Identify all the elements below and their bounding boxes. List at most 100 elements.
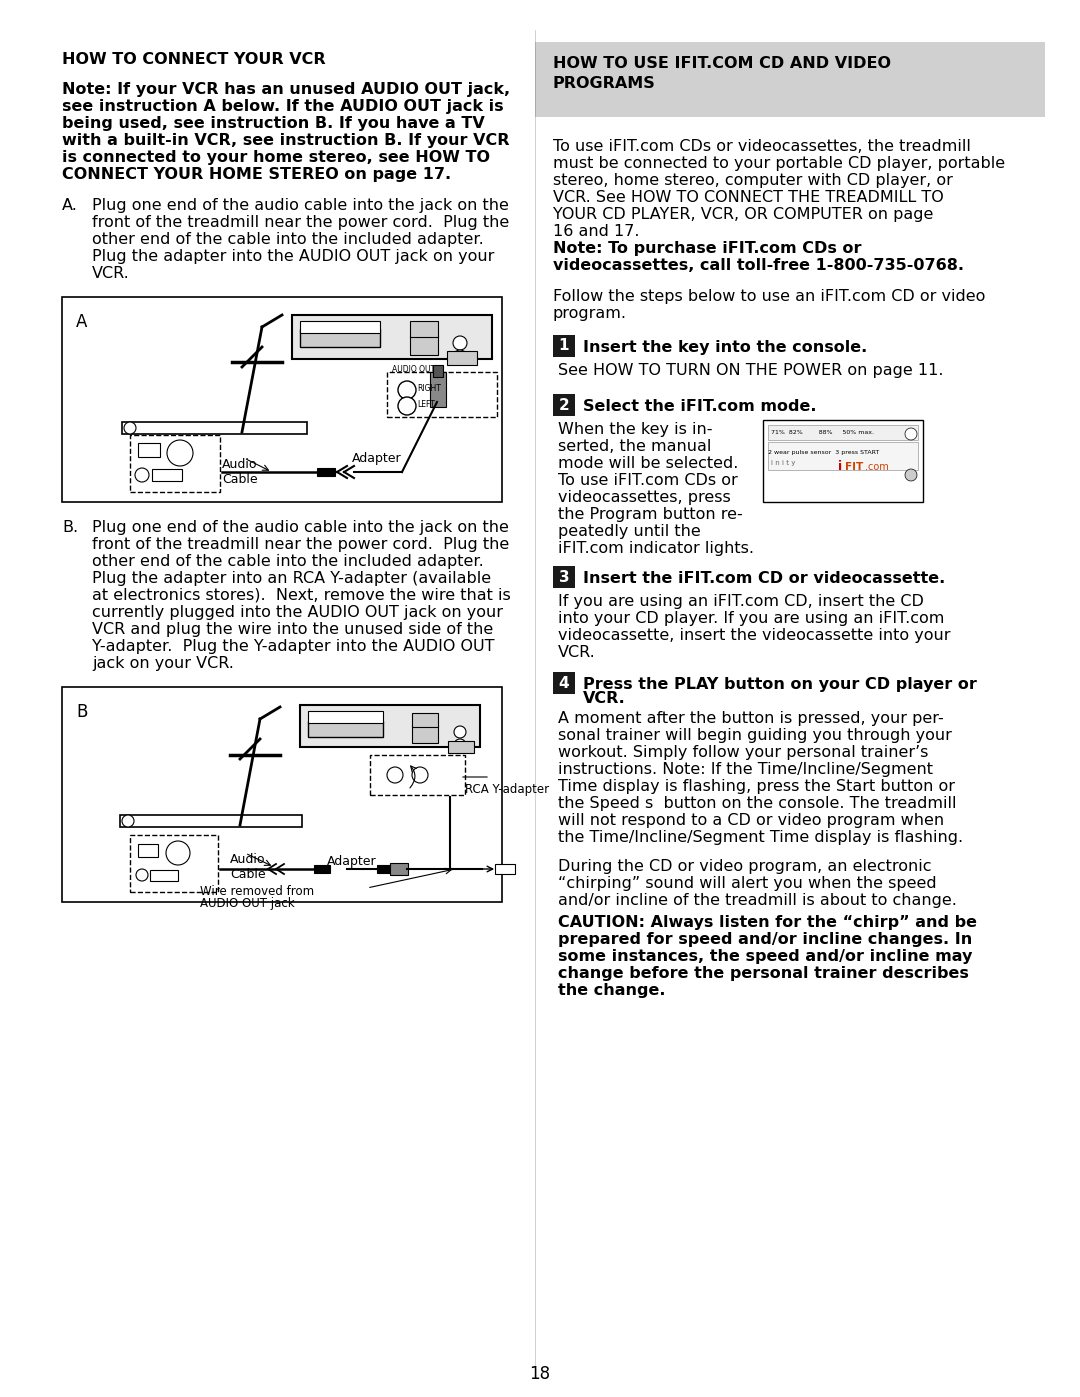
Text: VCR. See HOW TO CONNECT THE TREADMILL TO: VCR. See HOW TO CONNECT THE TREADMILL TO (553, 190, 944, 205)
Text: “chirping” sound will alert you when the speed: “chirping” sound will alert you when the… (558, 876, 936, 891)
Text: is connected to your home stereo, see HOW TO: is connected to your home stereo, see HO… (62, 149, 490, 165)
Text: 4: 4 (558, 676, 569, 690)
Text: Audio
Cable: Audio Cable (230, 854, 266, 882)
Text: CAUTION: Always listen for the “chirp” and be: CAUTION: Always listen for the “chirp” a… (558, 915, 977, 930)
Text: must be connected to your portable CD player, portable: must be connected to your portable CD pl… (553, 156, 1005, 170)
Circle shape (399, 397, 416, 415)
Circle shape (387, 767, 403, 782)
Text: i: i (838, 460, 842, 474)
Circle shape (454, 726, 465, 738)
Text: 18: 18 (529, 1365, 551, 1383)
Bar (370, 754, 465, 795)
Text: RCA Y-adapter: RCA Y-adapter (465, 782, 549, 796)
Text: 2: 2 (558, 398, 569, 412)
Bar (314, 865, 330, 873)
Bar (433, 365, 443, 377)
Bar (62, 298, 502, 502)
Text: see instruction A below. If the AUDIO OUT jack is: see instruction A below. If the AUDIO OU… (62, 99, 503, 115)
Text: A.: A. (62, 198, 78, 212)
Text: LEFT: LEFT (417, 400, 435, 409)
Text: currently plugged into the AUDIO OUT jack on your: currently plugged into the AUDIO OUT jac… (92, 605, 503, 620)
Text: Insert the key into the console.: Insert the key into the console. (583, 339, 867, 355)
Text: with a built-in VCR, see instruction B. If your VCR: with a built-in VCR, see instruction B. … (62, 133, 510, 148)
Bar (553, 566, 575, 588)
Bar (300, 330, 380, 346)
Bar (553, 335, 575, 358)
Bar (308, 721, 383, 738)
Text: at electronics stores).  Next, remove the wire that is: at electronics stores). Next, remove the… (92, 588, 511, 604)
Bar (308, 711, 383, 724)
Text: Audio
Cable: Audio Cable (222, 458, 258, 486)
Text: VCR and plug the wire into the unused side of the: VCR and plug the wire into the unused si… (92, 622, 494, 637)
Text: program.: program. (553, 306, 627, 321)
Text: AUDIO OUT: AUDIO OUT (392, 365, 435, 374)
Circle shape (124, 422, 136, 434)
Bar (122, 422, 307, 434)
Text: other end of the cable into the included adapter.: other end of the cable into the included… (92, 232, 484, 247)
Text: 71%  82%        88%     50% max.: 71% 82% 88% 50% max. (771, 430, 874, 434)
Circle shape (411, 767, 428, 782)
Text: the Time/Incline/Segment Time display is flashing.: the Time/Incline/Segment Time display is… (558, 830, 963, 845)
Text: sonal trainer will begin guiding you through your: sonal trainer will begin guiding you thr… (558, 728, 951, 743)
Text: workout. Simply follow your personal trainer’s: workout. Simply follow your personal tra… (558, 745, 929, 760)
Bar (768, 425, 918, 440)
Text: other end of the cable into the included adapter.: other end of the cable into the included… (92, 555, 484, 569)
Text: Plug one end of the audio cable into the jack on the: Plug one end of the audio cable into the… (92, 520, 509, 535)
Bar (138, 844, 158, 856)
Bar (318, 468, 335, 476)
Bar (410, 335, 438, 355)
Text: videocassette, insert the videocassette into your: videocassette, insert the videocassette … (558, 629, 950, 643)
Bar (390, 863, 408, 875)
Circle shape (453, 337, 467, 351)
Bar (130, 434, 220, 492)
Text: the Program button re-: the Program button re- (558, 507, 743, 522)
Text: HOW TO USE IFIT.COM CD AND VIDEO: HOW TO USE IFIT.COM CD AND VIDEO (553, 56, 891, 71)
Bar (447, 351, 477, 365)
Text: If you are using an iFIT.com CD, insert the CD: If you are using an iFIT.com CD, insert … (558, 594, 923, 609)
Text: change before the personal trainer describes: change before the personal trainer descr… (558, 965, 969, 981)
Text: .com: .com (865, 462, 889, 472)
Text: HOW TO CONNECT YOUR VCR: HOW TO CONNECT YOUR VCR (62, 52, 326, 67)
Circle shape (166, 841, 190, 865)
Circle shape (454, 739, 465, 752)
Text: front of the treadmill near the power cord.  Plug the: front of the treadmill near the power co… (92, 215, 510, 231)
Text: stereo, home stereo, computer with CD player, or: stereo, home stereo, computer with CD pl… (553, 173, 953, 189)
Text: jack on your VCR.: jack on your VCR. (92, 657, 234, 671)
Text: will not respond to a CD or video program when: will not respond to a CD or video progra… (558, 813, 944, 828)
Bar (152, 469, 183, 481)
Circle shape (135, 468, 149, 482)
Text: VCR.: VCR. (558, 645, 596, 659)
Text: 16 and 17.: 16 and 17. (553, 224, 639, 239)
Text: YOUR CD PLAYER, VCR, OR COMPUTER on page: YOUR CD PLAYER, VCR, OR COMPUTER on page (553, 207, 933, 222)
Text: PROGRAMS: PROGRAMS (553, 75, 656, 91)
Text: Adapter: Adapter (327, 855, 377, 868)
Text: CONNECT YOUR HOME STEREO on page 17.: CONNECT YOUR HOME STEREO on page 17. (62, 168, 451, 182)
Text: A moment after the button is pressed, your per-: A moment after the button is pressed, yo… (558, 711, 944, 726)
Bar (762, 420, 923, 502)
Bar (62, 687, 502, 902)
Bar (430, 372, 446, 407)
Text: 1: 1 (558, 338, 569, 353)
Text: To use iFIT.com CDs or videocassettes, the treadmill: To use iFIT.com CDs or videocassettes, t… (553, 138, 971, 154)
Text: iFIT.com indicator lights.: iFIT.com indicator lights. (558, 541, 754, 556)
Bar (292, 314, 492, 359)
Text: B.: B. (62, 520, 78, 535)
Text: Wire removed from: Wire removed from (200, 886, 314, 898)
Text: Note: To purchase iFIT.com CDs or: Note: To purchase iFIT.com CDs or (553, 242, 862, 256)
Bar (768, 441, 918, 469)
Text: front of the treadmill near the power cord.  Plug the: front of the treadmill near the power co… (92, 536, 510, 552)
Text: 3: 3 (558, 570, 569, 584)
Text: 2 wear pulse sensor  3 press START: 2 wear pulse sensor 3 press START (768, 450, 879, 455)
Circle shape (905, 427, 917, 440)
Text: Y-adapter.  Plug the Y-adapter into the AUDIO OUT: Y-adapter. Plug the Y-adapter into the A… (92, 638, 495, 654)
Text: instructions. Note: If the Time/Incline/Segment: instructions. Note: If the Time/Incline/… (558, 761, 933, 777)
Bar (553, 672, 575, 694)
Circle shape (122, 814, 134, 827)
Text: VCR.: VCR. (92, 265, 130, 281)
Text: the change.: the change. (558, 983, 665, 997)
Text: mode will be selected.: mode will be selected. (558, 455, 739, 471)
Text: Select the iFIT.com mode.: Select the iFIT.com mode. (583, 400, 816, 414)
Circle shape (905, 469, 917, 481)
Text: the Speed s  button on the console. The treadmill: the Speed s button on the console. The t… (558, 796, 957, 812)
Bar (138, 443, 160, 457)
